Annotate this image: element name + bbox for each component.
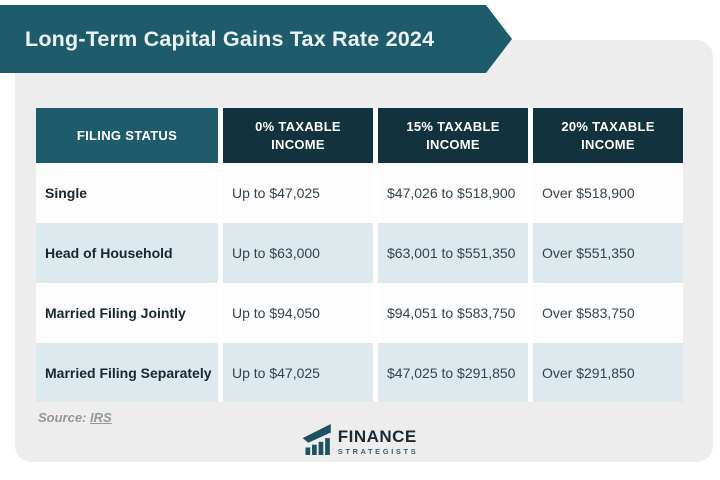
tax-rate-table: FILING STATUS 0% TAXABLE INCOME 15% TAXA…: [36, 108, 683, 402]
row-value-15pct: $94,051 to $583,750: [378, 283, 528, 343]
row-value-20pct: Over $583,750: [533, 283, 683, 343]
row-label: Married Filing Jointly: [36, 283, 218, 343]
title-banner: Long-Term Capital Gains Tax Rate 2024: [0, 5, 512, 73]
finance-strategists-logo: FINANCE STRATEGISTS: [302, 423, 419, 461]
table-row-head-of-household: Head of Household Up to $63,000 $63,001 …: [36, 223, 683, 283]
row-value-15pct: $47,025 to $291,850: [378, 343, 528, 402]
row-label: Married Filing Separately: [36, 343, 218, 402]
table-header-row: FILING STATUS 0% TAXABLE INCOME 15% TAXA…: [36, 108, 683, 163]
header-15-percent: 15% TAXABLE INCOME: [378, 108, 528, 163]
source-label: Source:: [38, 410, 87, 425]
row-value-15pct: $63,001 to $551,350: [378, 223, 528, 283]
table-row-single: Single Up to $47,025 $47,026 to $518,900…: [36, 163, 683, 223]
header-20-percent: 20% TAXABLE INCOME: [533, 108, 683, 163]
row-value-20pct: Over $518,900: [533, 163, 683, 223]
table-row-married-separately: Married Filing Separately Up to $47,025 …: [36, 343, 683, 402]
row-value-0pct: Up to $94,050: [223, 283, 373, 343]
row-label: Single: [36, 163, 218, 223]
header-filing-status: FILING STATUS: [36, 108, 218, 163]
page-title: Long-Term Capital Gains Tax Rate 2024: [25, 26, 435, 51]
row-value-20pct: Over $291,850: [533, 343, 683, 402]
bar-chart-arrow-icon: [302, 423, 332, 461]
source-note: Source: IRS: [38, 410, 112, 425]
row-value-0pct: Up to $47,025: [223, 163, 373, 223]
table-row-married-jointly: Married Filing Jointly Up to $94,050 $94…: [36, 283, 683, 343]
row-value-0pct: Up to $47,025: [223, 343, 373, 402]
row-label: Head of Household: [36, 223, 218, 283]
row-value-20pct: Over $551,350: [533, 223, 683, 283]
row-value-15pct: $47,026 to $518,900: [378, 163, 528, 223]
row-value-0pct: Up to $63,000: [223, 223, 373, 283]
header-0-percent: 0% TAXABLE INCOME: [223, 108, 373, 163]
logo-primary-text: FINANCE: [337, 427, 417, 447]
source-link[interactable]: IRS: [90, 410, 112, 425]
logo-wordmark: FINANCE STRATEGISTS: [338, 428, 419, 456]
logo-secondary-text: STRATEGISTS: [337, 447, 419, 457]
